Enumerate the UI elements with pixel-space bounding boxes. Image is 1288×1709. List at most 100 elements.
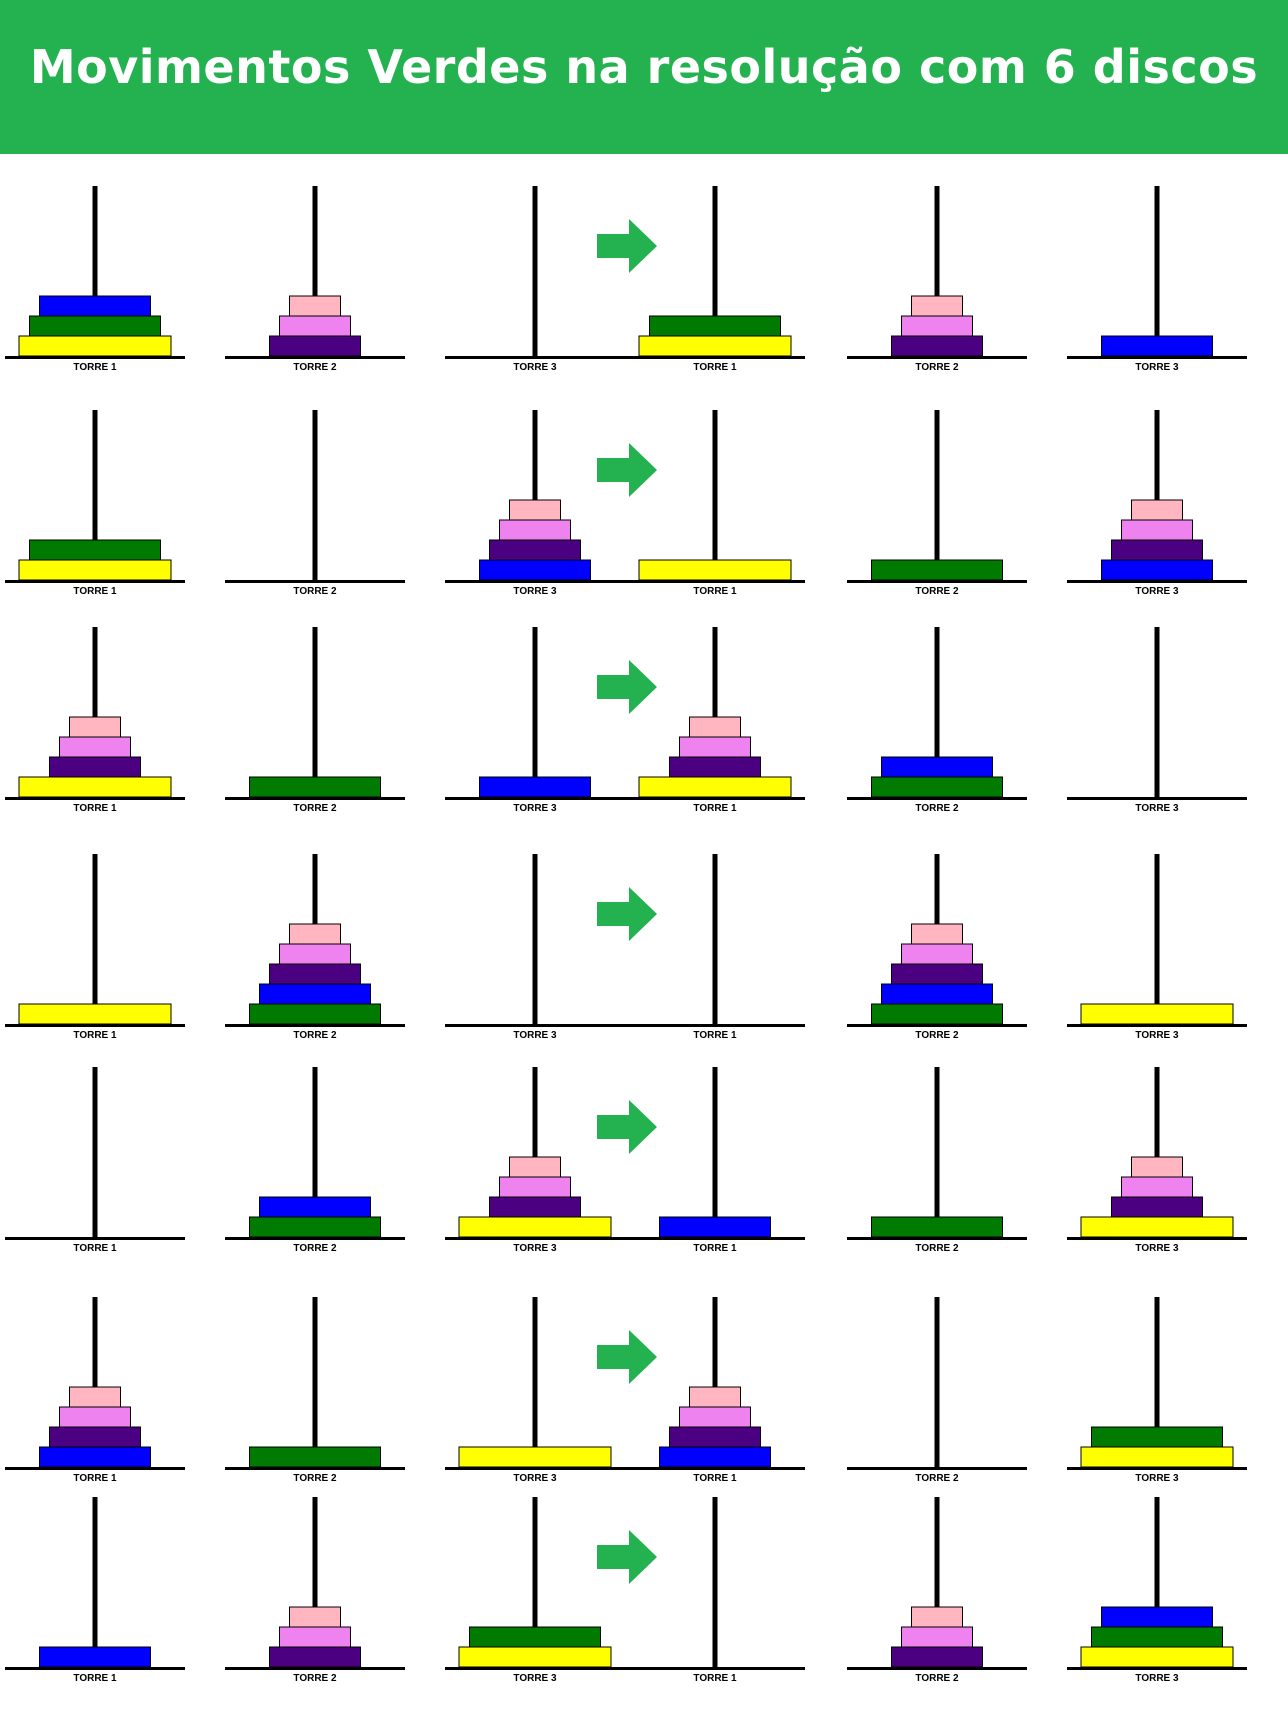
state-after: TORRE 1 TORRE 2 TORRE 3: [625, 186, 1247, 373]
disk-blue: [480, 560, 591, 580]
tower-label: TORRE 2: [915, 803, 959, 814]
disk-green: [650, 316, 781, 336]
move-row: TORRE 1 TORRE 2 TORRE 3 TORRE 1 TORRE 2 TORRE…: [5, 410, 1247, 597]
tower-pole: [533, 627, 538, 797]
disk-yellow: [1081, 1647, 1233, 1667]
disk-yellow: [19, 777, 171, 797]
tower-2: TORRE 2: [847, 186, 1027, 373]
disk-yellow: [1081, 1217, 1233, 1237]
tower-1: TORRE 1: [625, 410, 805, 597]
tower-base: [445, 1024, 625, 1027]
disk-violet: [280, 316, 351, 336]
disk-yellow: [459, 1217, 611, 1237]
disk-violet: [60, 737, 131, 757]
disk-indigo: [50, 757, 141, 777]
disk-blue: [1102, 560, 1213, 580]
tower-label: TORRE 3: [513, 1673, 557, 1684]
state-before: TORRE 1 TORRE 2 TORRE 3: [5, 854, 625, 1041]
tower-base: [5, 1237, 185, 1240]
tower-label: TORRE 1: [693, 1243, 737, 1254]
tower-pole: [313, 627, 318, 797]
disk-indigo: [50, 1427, 141, 1447]
tower-label: TORRE 3: [513, 362, 557, 373]
tower-label: TORRE 3: [513, 1473, 557, 1484]
tower-2: TORRE 2: [847, 1297, 1027, 1484]
disk-violet: [902, 944, 973, 964]
tower-3: TORRE 3: [1067, 854, 1247, 1041]
disk-yellow: [19, 560, 171, 580]
tower-pole: [713, 410, 718, 580]
arrow-icon: [597, 660, 657, 714]
disk-indigo: [892, 336, 983, 356]
disk-pink: [912, 924, 963, 944]
disk-pink: [70, 1387, 121, 1407]
tower-2: TORRE 2: [225, 1067, 405, 1254]
disk-indigo: [490, 540, 581, 560]
tower-pole: [935, 1067, 940, 1237]
tower-label: TORRE 1: [73, 362, 117, 373]
tower-3: TORRE 3: [445, 410, 625, 597]
tower-pole: [935, 410, 940, 580]
tower-2: TORRE 2: [847, 410, 1027, 597]
tower-label: TORRE 2: [915, 1030, 959, 1041]
state-before: TORRE 1 TORRE 2 TORRE 3: [5, 1497, 625, 1684]
tower-base: [1067, 797, 1247, 800]
disk-indigo: [892, 964, 983, 984]
disk-yellow: [19, 1004, 171, 1024]
tower-label: TORRE 2: [915, 362, 959, 373]
disk-violet: [280, 944, 351, 964]
disk-violet: [280, 1627, 351, 1647]
tower-label: TORRE 3: [513, 586, 557, 597]
disk-yellow: [1081, 1004, 1233, 1024]
disk-green: [250, 1447, 381, 1467]
disk-violet: [902, 316, 973, 336]
tower-1: TORRE 1: [625, 1497, 805, 1684]
tower-2: TORRE 2: [225, 1297, 405, 1484]
disk-pink: [70, 717, 121, 737]
disk-violet: [1122, 520, 1193, 540]
tower-label: TORRE 3: [1135, 362, 1179, 373]
disk-yellow: [19, 336, 171, 356]
disk-pink: [290, 924, 341, 944]
disk-blue: [882, 984, 993, 1004]
disk-pink: [690, 1387, 741, 1407]
state-before: TORRE 1 TORRE 2 TORRE 3: [5, 1067, 625, 1254]
tower-label: TORRE 2: [293, 586, 337, 597]
tower-label: TORRE 1: [693, 1030, 737, 1041]
disk-green: [30, 540, 161, 560]
tower-pole: [313, 410, 318, 580]
disk-violet: [680, 1407, 751, 1427]
tower-1: TORRE 1: [5, 1297, 185, 1484]
state-before: TORRE 1 TORRE 2 TORRE 3: [5, 1297, 625, 1484]
state-before: TORRE 1 TORRE 2 TORRE 3: [5, 410, 625, 597]
tower-3: TORRE 3: [445, 854, 625, 1041]
disk-indigo: [270, 964, 361, 984]
tower-1: TORRE 1: [625, 1297, 805, 1484]
tower-3: TORRE 3: [445, 1497, 625, 1684]
disk-violet: [1122, 1177, 1193, 1197]
disk-pink: [1132, 500, 1183, 520]
disk-indigo: [270, 336, 361, 356]
disk-pink: [1132, 1157, 1183, 1177]
arrow-icon: [597, 219, 657, 273]
tower-1: TORRE 1: [5, 854, 185, 1041]
state-after: TORRE 1 TORRE 2 TORRE 3: [625, 627, 1247, 814]
tower-3: TORRE 3: [445, 627, 625, 814]
disk-violet: [500, 520, 571, 540]
arrow-icon: [597, 1100, 657, 1154]
disk-green: [30, 316, 161, 336]
tower-2: TORRE 2: [225, 186, 405, 373]
disk-pink: [290, 1607, 341, 1627]
disk-indigo: [1112, 1197, 1203, 1217]
tower-label: TORRE 1: [73, 1673, 117, 1684]
tower-label: TORRE 3: [1135, 1030, 1179, 1041]
disk-violet: [500, 1177, 571, 1197]
move-row: TORRE 1 TORRE 2 TORRE 3 TORRE 1 TORRE 2 TORRE…: [5, 1297, 1247, 1484]
disk-green: [250, 1217, 381, 1237]
tower-label: TORRE 3: [513, 1243, 557, 1254]
tower-base: [625, 1667, 805, 1670]
disk-pink: [912, 1607, 963, 1627]
tower-pole: [935, 1297, 940, 1467]
disk-green: [872, 777, 1003, 797]
